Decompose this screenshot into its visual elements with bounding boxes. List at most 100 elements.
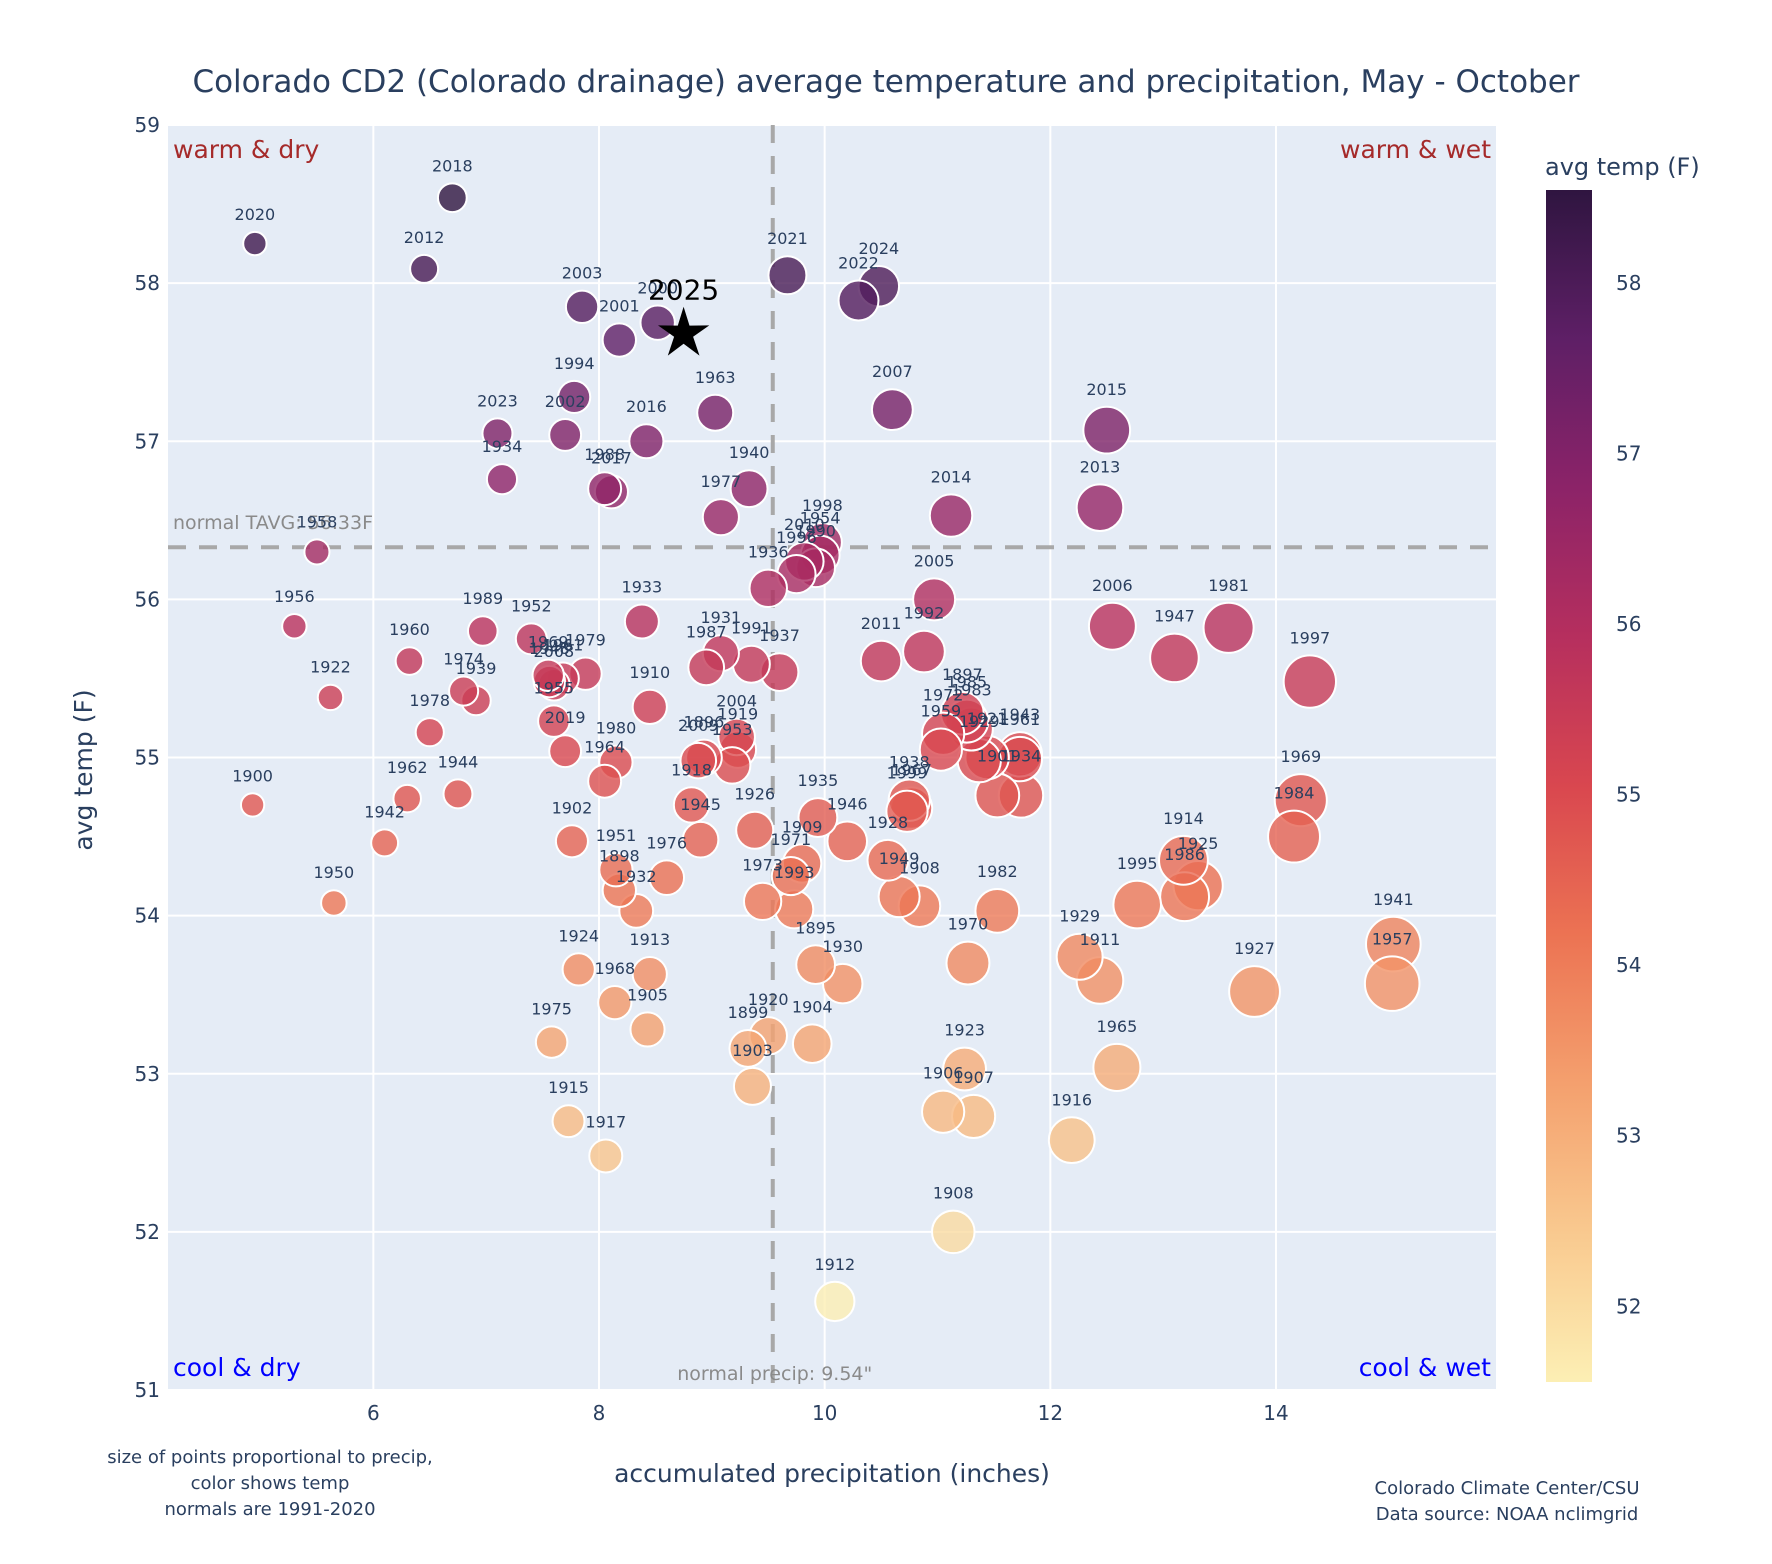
data-point — [837, 279, 880, 322]
point-label: 1924 — [558, 926, 599, 945]
data-point — [1055, 932, 1104, 981]
data-point — [414, 717, 445, 748]
point-label: 1916 — [1051, 1090, 1092, 1109]
point-label: 1914 — [1163, 809, 1204, 828]
data-point — [564, 289, 600, 325]
point-label: 1976 — [646, 833, 687, 852]
point-label: 1969 — [528, 633, 569, 652]
data-point — [281, 613, 308, 640]
data-point — [945, 940, 991, 986]
point-label: 1981 — [1208, 576, 1249, 595]
footnote-left: color shows temp — [191, 1473, 350, 1494]
y-axis-label: avg temp (F) — [69, 689, 98, 850]
point-label: 1923 — [944, 1021, 985, 1040]
point-label: 1900 — [232, 766, 273, 785]
colorbar-tick-label: 57 — [1616, 442, 1641, 466]
footnote-right: Colorado Climate Center/CSU — [1375, 1478, 1640, 1499]
data-point — [548, 734, 583, 769]
normal-precip-label: normal precip: 9.54" — [677, 1363, 872, 1385]
footnote-left: normals are 1991-2020 — [164, 1499, 375, 1520]
data-point — [514, 622, 548, 656]
point-label: 1899 — [728, 1003, 769, 1022]
point-label: 1954 — [800, 509, 841, 528]
data-point — [394, 646, 425, 676]
point-label: 1969 — [1280, 747, 1321, 766]
point-label: 1896 — [684, 713, 725, 732]
data-point — [931, 1209, 976, 1255]
data-point — [797, 797, 839, 838]
point-label: 1904 — [792, 997, 833, 1016]
y-tick-label: 57 — [135, 429, 160, 453]
point-label: 1961 — [543, 636, 584, 655]
point-label: 2024 — [858, 239, 899, 258]
colorbar-tick-label: 53 — [1616, 1124, 1641, 1148]
x-tick-label: 12 — [1038, 1401, 1063, 1425]
data-point — [598, 852, 634, 888]
point-label: 1992 — [904, 604, 945, 623]
data-point — [628, 423, 665, 460]
point-label: 1949 — [879, 849, 920, 868]
data-point — [1149, 632, 1200, 684]
data-point — [534, 1025, 569, 1059]
point-label: 1995 — [1117, 854, 1158, 873]
point-label: 1907 — [953, 1068, 994, 1087]
point-label: 1928 — [867, 813, 908, 832]
point-label: 1913 — [629, 930, 670, 949]
data-point — [303, 538, 331, 566]
y-tick-label: 56 — [135, 587, 160, 611]
point-label: 2018 — [432, 156, 473, 175]
data-point — [942, 1046, 987, 1092]
data-point — [485, 463, 519, 496]
colorbar-tick-label: 52 — [1616, 1294, 1641, 1318]
data-point — [587, 763, 623, 799]
point-label: 2015 — [1086, 380, 1127, 399]
data-point — [732, 1066, 772, 1106]
data-point — [531, 658, 565, 692]
data-point — [728, 1029, 768, 1068]
point-label: 1986 — [1164, 845, 1205, 864]
point-label: 1993 — [774, 863, 815, 882]
point-label: 1906 — [923, 1064, 964, 1083]
point-label: 1997 — [1289, 628, 1330, 647]
data-point — [791, 1023, 833, 1065]
data-point — [795, 944, 837, 986]
point-label: 1945 — [680, 795, 721, 814]
data-point — [392, 783, 422, 814]
point-label: 2005 — [914, 551, 955, 570]
x-axis-label: accumulated precipitation (inches) — [614, 1459, 1050, 1488]
point-label: 1970 — [948, 915, 989, 934]
point-label: 1922 — [310, 658, 351, 677]
star-icon — [658, 306, 710, 356]
axis-ticks: 6 8 10 12 14 51 52 53 54 55 56 57 58 59 — [135, 113, 1289, 1425]
colorbar-title: avg temp (F) — [1545, 153, 1700, 181]
point-label: 1991 — [731, 619, 772, 638]
data-point — [631, 688, 668, 725]
data-point — [870, 388, 914, 432]
point-label: 2003 — [562, 264, 603, 283]
y-tick-label: 55 — [135, 746, 160, 770]
data-point — [239, 792, 266, 818]
data-point — [974, 888, 1021, 934]
point-label: 1944 — [438, 752, 479, 771]
point-label: 1926 — [734, 785, 775, 804]
footnote-right: Data source: NOAA nclimgrid — [1376, 1504, 1639, 1525]
point-label: 2007 — [872, 362, 913, 381]
footnotes: size of points proportional to precip, co… — [107, 1447, 1639, 1525]
data-point — [921, 1089, 966, 1134]
normal-temp-label: normal TAVG: 56.33F — [173, 512, 373, 534]
colorbar-gradient — [1546, 190, 1592, 1382]
data-point — [409, 253, 440, 284]
point-label: 1980 — [596, 719, 637, 738]
point-label: 1929 — [959, 712, 1000, 731]
data-point — [770, 856, 811, 897]
data-point — [877, 875, 921, 919]
point-label: 1940 — [729, 443, 770, 462]
data-point — [679, 741, 718, 780]
point-label: 1929 — [1059, 907, 1100, 926]
point-label: 1982 — [977, 862, 1018, 881]
data-point — [1075, 483, 1125, 532]
point-label: 1957 — [1372, 929, 1413, 948]
x-tick-label: 8 — [593, 1401, 606, 1425]
point-label: 2004 — [716, 692, 757, 711]
